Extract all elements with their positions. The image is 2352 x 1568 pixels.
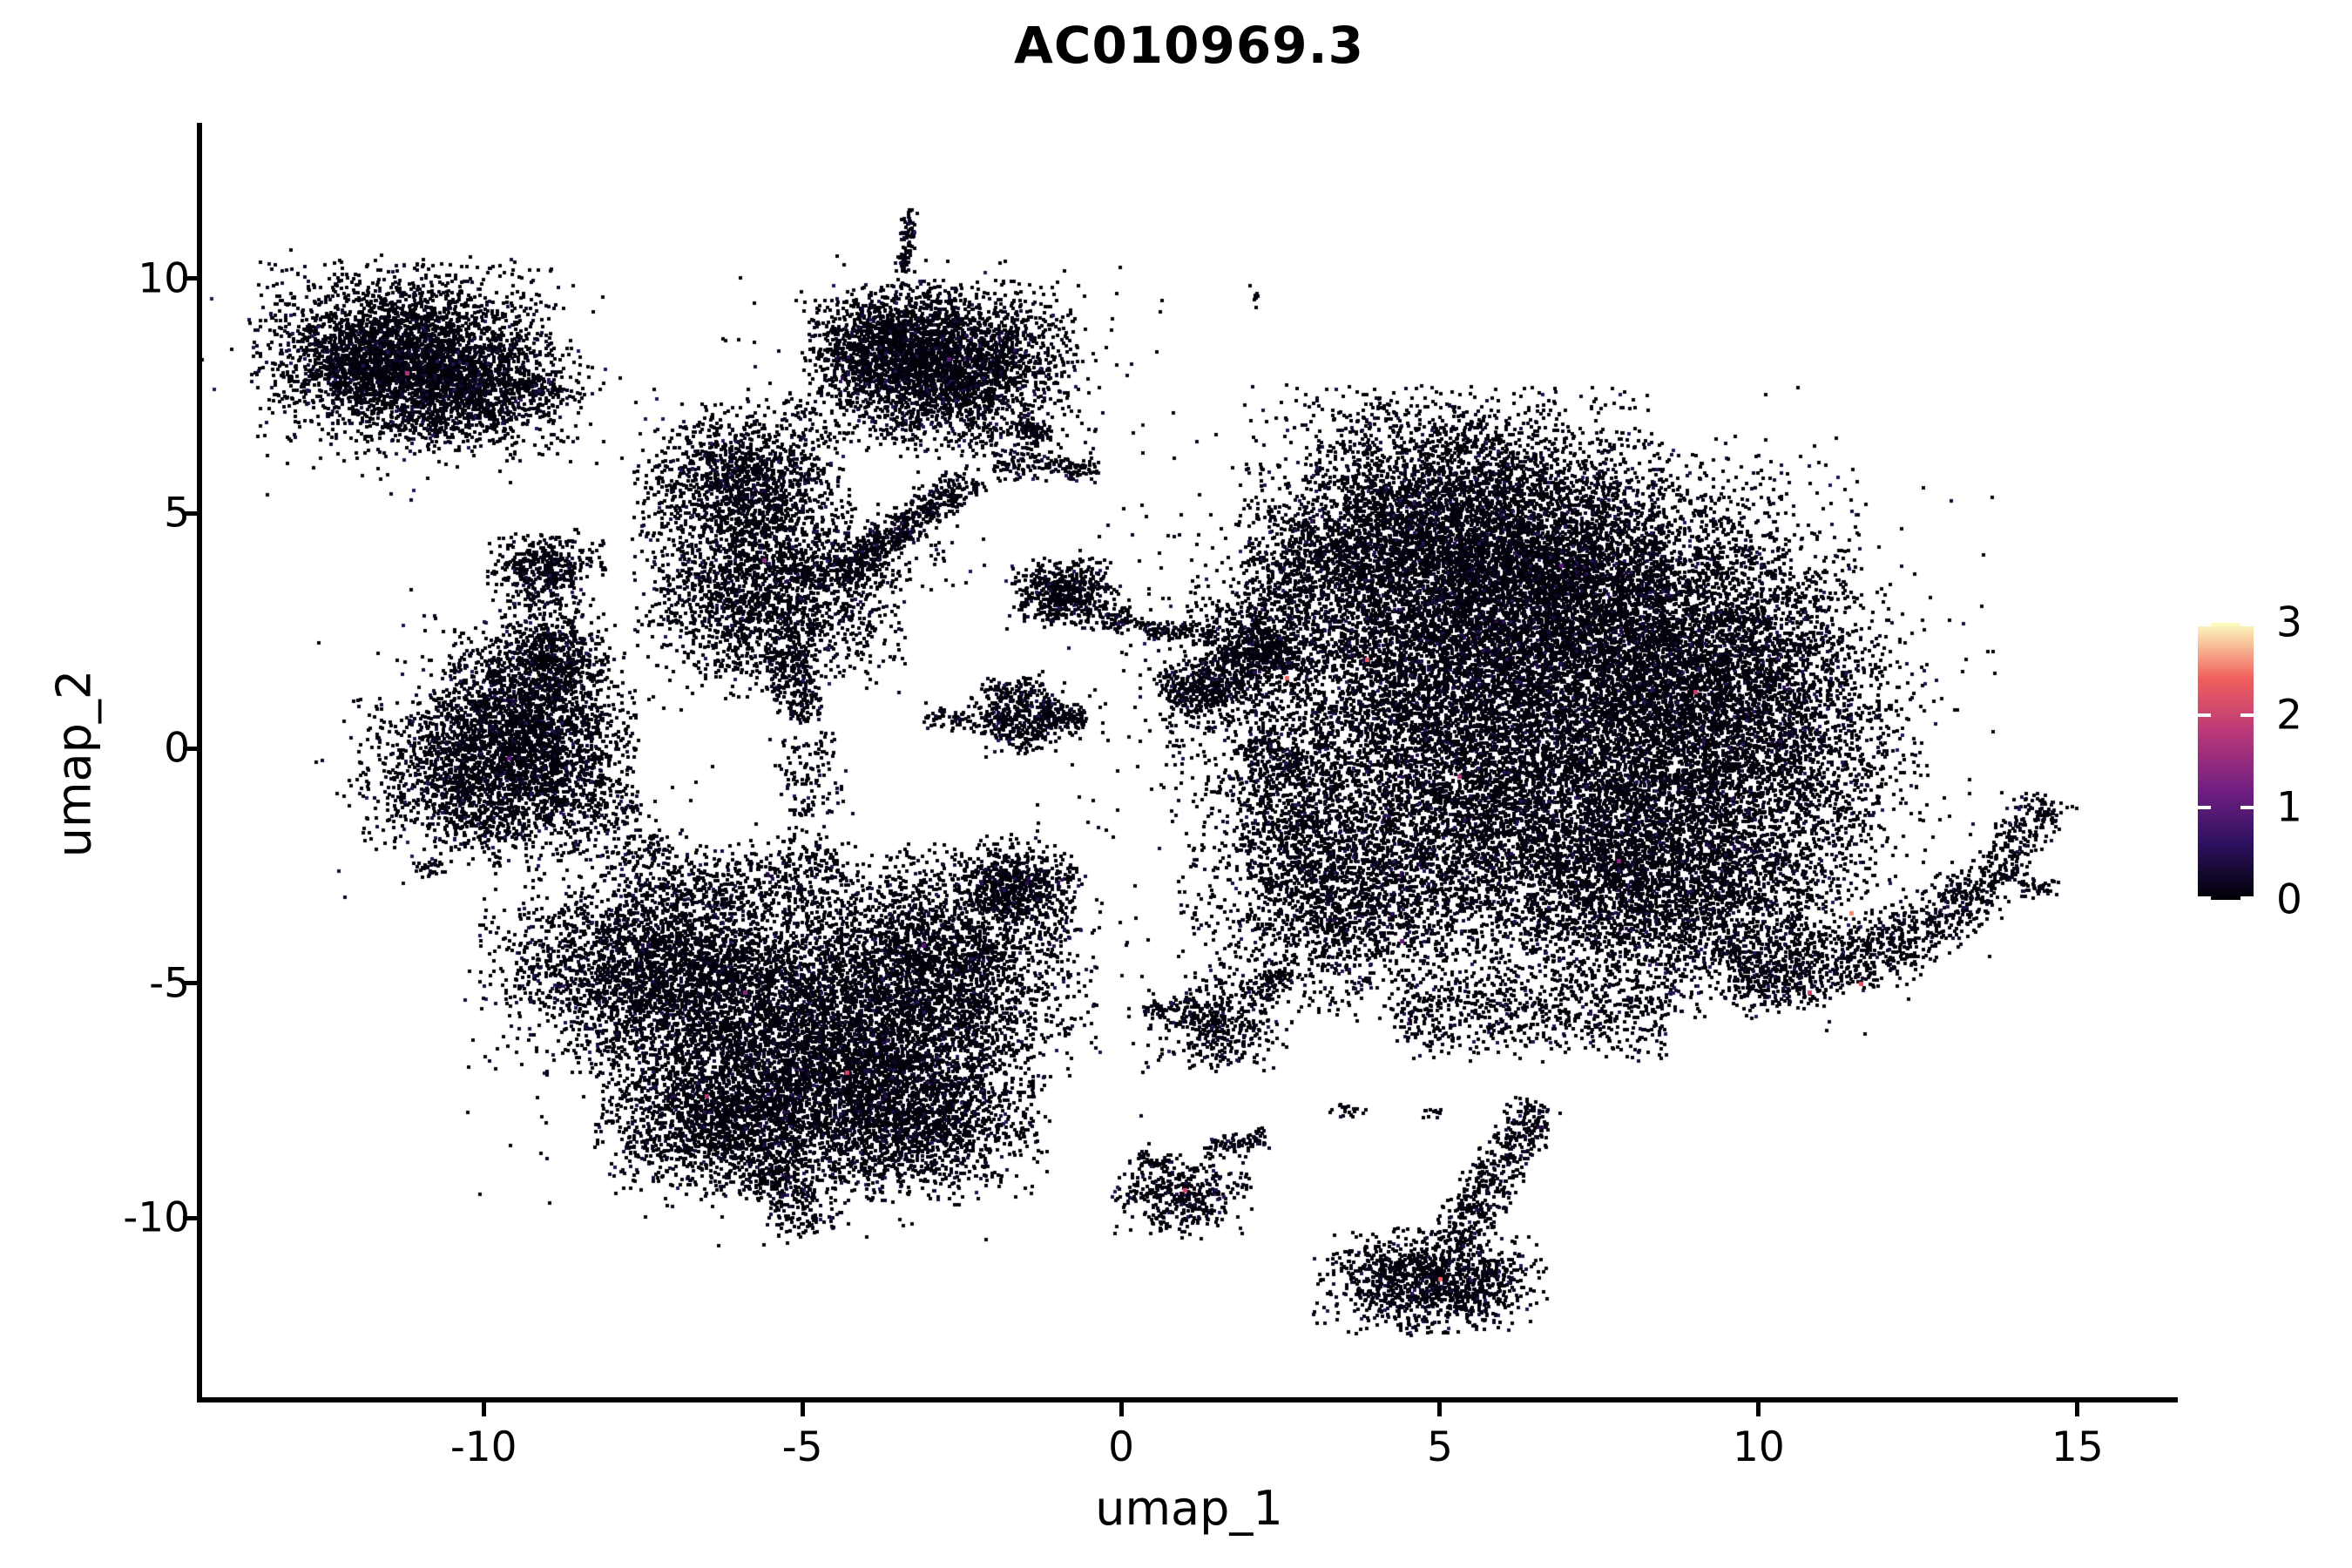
x-tick-label: 0	[1108, 1423, 1134, 1471]
x-tick-label: -10	[449, 1423, 517, 1471]
colorbar-tick-label: 3	[2276, 598, 2302, 647]
y-tick-label: 5	[164, 489, 190, 537]
y-tick-label: 10	[138, 254, 190, 303]
y-tick	[183, 276, 197, 281]
colorbar-tick-label: 2	[2276, 691, 2302, 740]
plot-title: AC010969.3	[1014, 16, 1364, 75]
colorbar-tick	[2198, 806, 2211, 809]
colorbar-tick	[2198, 896, 2211, 900]
colorbar-tick	[2198, 713, 2211, 717]
colorbar-tick	[2240, 623, 2254, 626]
y-tick-label: -5	[149, 959, 190, 1008]
colorbar-tick	[2240, 713, 2254, 717]
x-tick	[1119, 1402, 1124, 1416]
x-axis-title: umap_1	[1095, 1481, 1283, 1536]
y-axis-title: umap_2	[46, 669, 102, 858]
colorbar-tick-label: 0	[2276, 875, 2302, 924]
colorbar-tick	[2240, 806, 2254, 809]
x-tick-label: -5	[781, 1423, 823, 1471]
x-tick-label: 15	[2051, 1423, 2104, 1471]
x-axis-line	[197, 1397, 2178, 1402]
x-tick-label: 5	[1427, 1423, 1453, 1471]
expression-colorbar	[2198, 623, 2254, 900]
colorbar-tick	[2198, 623, 2211, 626]
x-tick	[800, 1402, 805, 1416]
x-tick-label: 10	[1733, 1423, 1785, 1471]
x-tick	[481, 1402, 486, 1416]
y-tick	[183, 981, 197, 986]
y-tick-label: 0	[164, 724, 190, 773]
colorbar-gradient	[2198, 623, 2254, 900]
colorbar-tick-label: 1	[2276, 783, 2302, 832]
y-tick	[183, 1215, 197, 1220]
x-tick	[2075, 1402, 2080, 1416]
colorbar-tick	[2240, 896, 2254, 900]
y-tick	[183, 746, 197, 751]
y-tick-label: -10	[123, 1193, 190, 1242]
x-tick	[1756, 1402, 1761, 1416]
y-axis-line	[197, 123, 202, 1402]
x-tick	[1437, 1402, 1443, 1416]
y-tick	[183, 510, 197, 516]
